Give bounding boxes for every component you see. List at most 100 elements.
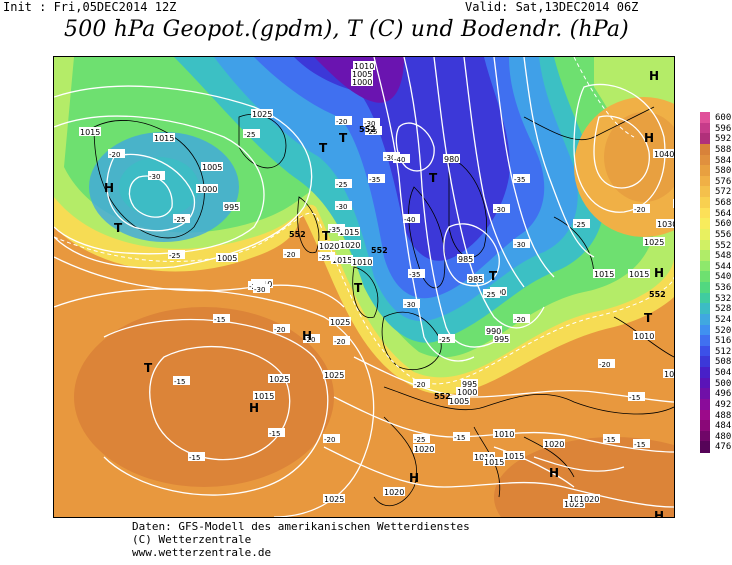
height-label: 552: [649, 290, 666, 299]
temperature-label-box: [243, 129, 260, 138]
legend-label: 540: [715, 272, 732, 283]
temperature-label: -15: [629, 394, 640, 402]
temperature-label: -40: [404, 216, 415, 224]
pressure-label-box: [223, 202, 240, 211]
legend-swatch: [700, 175, 710, 187]
pressure-label-box: [653, 149, 674, 158]
legend-swatch: [700, 207, 710, 219]
temperature-label-box: [368, 174, 385, 183]
height-label: 552: [434, 392, 451, 401]
legend-label: 544: [715, 261, 732, 272]
pressure-label-box: [461, 379, 478, 388]
temperature-label: -20: [324, 436, 335, 444]
pressure-label: 1015: [339, 228, 359, 237]
pressure-label: 1000: [457, 388, 477, 397]
east-warm-high-core: [604, 112, 674, 202]
legend-label: 568: [715, 198, 732, 208]
temperature-label-box: [493, 204, 510, 213]
pressure-label-box: [457, 254, 474, 263]
pressure-label: 1010: [494, 430, 514, 439]
temperature-label-box: [335, 116, 352, 125]
pressure-label: 1015: [484, 458, 504, 467]
pressure-label-box: [656, 219, 674, 228]
isobars: [54, 57, 674, 517]
high-marker: H: [409, 471, 419, 485]
pressure-label: 1025: [269, 375, 289, 384]
temperature-label-box: [335, 201, 352, 210]
temperature-label: -20: [304, 336, 315, 344]
temperature-label-box: [628, 392, 645, 401]
legend-label: 580: [715, 166, 732, 177]
valid-time: Valid: Sat,13DEC2014 06Z: [465, 0, 639, 14]
pressure-label-box: [563, 499, 585, 508]
temperature-label: -25: [169, 252, 180, 260]
low-marker: T: [489, 269, 498, 283]
init-time: Init : Fri,05DEC2014 12Z: [3, 0, 177, 14]
temperature-label: -30: [404, 301, 415, 309]
pressure-label: 1020: [319, 242, 339, 251]
low-marker: T: [429, 171, 438, 185]
high-marker: H: [654, 509, 664, 517]
pressure-label: 1025: [644, 238, 664, 247]
legend-swatch: [700, 292, 710, 304]
height-label: 552: [371, 246, 388, 255]
low-marker: T: [322, 229, 331, 243]
temperature-label: -20: [334, 338, 345, 346]
temperature-label: -20: [514, 316, 525, 324]
pressure-label: 1005: [352, 70, 372, 79]
pressure-label: 1020: [544, 440, 564, 449]
temperature-label-box: [108, 149, 125, 158]
pressure-label-box: [485, 326, 502, 335]
legend-swatch: [700, 345, 710, 357]
pressure-label-box: [456, 387, 478, 396]
pressure-label: 985: [468, 275, 483, 284]
temperature-label: -30: [336, 203, 347, 211]
temperature-label: -15: [634, 441, 645, 449]
pressure-label-box: [413, 444, 435, 453]
pressure-label-box: [216, 253, 238, 262]
temperature-label-box: [413, 434, 430, 443]
pressure-label-box: [351, 257, 373, 266]
temperature-label: -25: [414, 436, 425, 444]
temperature-label: -35: [409, 271, 420, 279]
temperature-label-box: [328, 224, 345, 233]
pressure-label: 1025: [564, 500, 584, 509]
footer-source: Daten: GFS-Modell des amerikanischen Wet…: [132, 520, 470, 533]
pressure-label-box: [543, 439, 565, 448]
warm-core-se: [494, 437, 674, 517]
temperature-label: -15: [214, 316, 225, 324]
legend-swatch: [700, 324, 710, 336]
temperature-label: -15: [189, 454, 200, 462]
temperature-label: -20: [336, 118, 347, 126]
temperature-label: -40: [394, 156, 405, 164]
pressure-label-box: [493, 429, 515, 438]
legend-label: 556: [715, 229, 732, 240]
legend-label: 528: [715, 304, 732, 315]
legend-swatch: [700, 112, 710, 124]
temperature-label-box: [268, 428, 285, 437]
temperature-label-box: [383, 152, 400, 161]
legend-label: 488: [715, 410, 732, 421]
temperature-label: -20: [284, 251, 295, 259]
temperature-label-box: [173, 376, 190, 385]
pressure-label: 1010: [352, 258, 372, 267]
legend-label: 512: [715, 346, 732, 357]
legend-swatch: [700, 377, 710, 389]
temperature-label-box: [603, 434, 620, 443]
height-label: 552: [359, 125, 376, 134]
temperature-label-box: [283, 249, 300, 258]
pressure-label-box: [663, 369, 674, 378]
pressure-label: 1005: [449, 397, 469, 406]
temperature-label: -25: [484, 291, 495, 299]
pressure-label-box: [268, 374, 290, 383]
legend-label: 572: [715, 187, 732, 198]
pressure-label: 1015: [332, 256, 352, 265]
legend-swatch: [700, 143, 710, 155]
temperature-label-box: [403, 299, 420, 308]
temperature-label-box: [168, 250, 185, 259]
low-marker: T: [644, 311, 653, 325]
chart-title: 500 hPa Geopot.(gpdm), T (C) und Bodendr…: [64, 17, 629, 42]
pressure-label: 1000: [352, 78, 372, 87]
legend-swatch: [700, 367, 710, 379]
legend-swatch: [700, 271, 710, 283]
